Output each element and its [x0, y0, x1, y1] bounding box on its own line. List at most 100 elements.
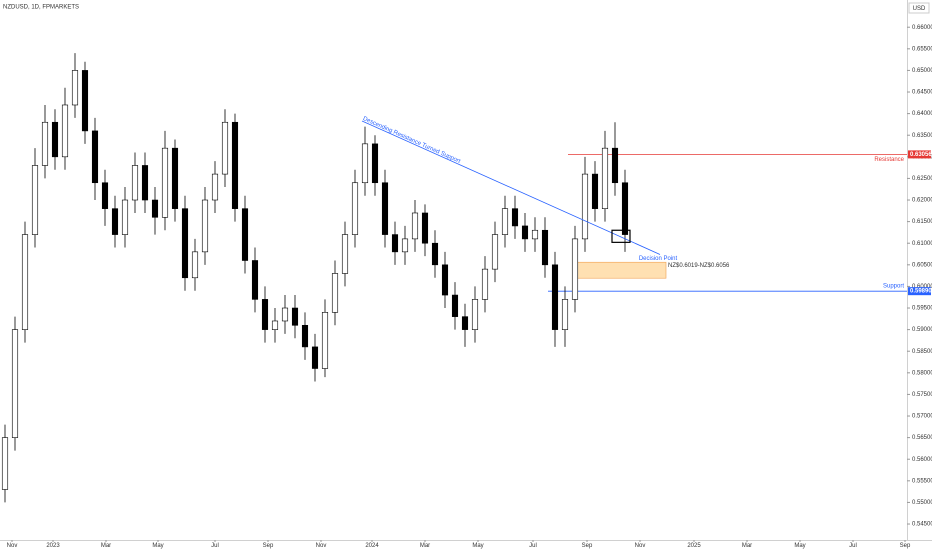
- candle-body: [131, 165, 139, 201]
- y-tick-label: 0.60000: [912, 284, 932, 290]
- candle-body: [211, 173, 219, 201]
- candle-body: [81, 70, 89, 132]
- y-tick-label: 0.57500: [912, 392, 932, 398]
- candle-body: [461, 316, 469, 330]
- zone: [572, 261, 667, 279]
- y-tick-label: 0.54500: [912, 522, 932, 528]
- support-price: 0.59890: [910, 289, 932, 295]
- candle-body: [451, 294, 459, 317]
- candle-body: [221, 121, 229, 175]
- y-tick-label: 0.59000: [912, 327, 932, 333]
- resistance-label: Resistance: [874, 157, 904, 163]
- candle-body: [561, 299, 569, 330]
- candle-body: [341, 234, 349, 274]
- y-tick-label: 0.55500: [912, 478, 932, 484]
- candle-body: [61, 104, 69, 158]
- y-tick-label: 0.60500: [912, 262, 932, 268]
- x-tick-label: May: [152, 543, 163, 549]
- resistance-price: 0.63056: [910, 152, 932, 158]
- x-tick-label: Nov: [7, 543, 18, 549]
- x-tick-label: Nov: [316, 543, 327, 549]
- candle-body: [181, 208, 189, 279]
- x-tick-label: Jul: [529, 543, 537, 549]
- candle-body: [11, 329, 19, 438]
- y-tick-label: 0.59500: [912, 306, 932, 312]
- candle-body: [351, 182, 359, 235]
- y-tick-label: 0.61000: [912, 241, 932, 247]
- candle-body: [331, 273, 339, 313]
- y-tick-label: 0.58000: [912, 370, 932, 376]
- support-label: Support: [883, 284, 904, 290]
- candle-body: [521, 225, 529, 240]
- candle-body: [441, 264, 449, 296]
- candle-body: [401, 238, 409, 253]
- x-tick-label: Sep: [263, 543, 274, 549]
- y-tick-label: 0.58500: [912, 349, 932, 355]
- candle-body: [161, 147, 169, 218]
- candle-body: [361, 143, 369, 184]
- candle-body: [231, 121, 239, 209]
- candle-body: [141, 165, 149, 201]
- candle-body: [491, 234, 499, 270]
- x-tick-label: May: [472, 543, 483, 549]
- y-tick-label: 0.65500: [912, 46, 932, 52]
- candle-body: [411, 212, 419, 240]
- candle-body: [21, 234, 29, 330]
- candle-body: [541, 229, 549, 266]
- currency: USD: [913, 6, 926, 12]
- x-tick-label: Mar: [420, 543, 430, 549]
- resistance-badge: [908, 150, 931, 159]
- x-tick-label: Sep: [900, 543, 911, 549]
- decision-box: [611, 229, 631, 243]
- currency-box: [908, 2, 930, 14]
- candle-body: [241, 208, 249, 261]
- candle-body: [171, 147, 179, 209]
- candle-body: [271, 320, 279, 330]
- y-tick-label: 0.55000: [912, 500, 932, 506]
- candle-body: [621, 182, 629, 235]
- candle-body: [291, 307, 299, 326]
- candle-body: [581, 173, 589, 240]
- x-tick-label: Mar: [101, 543, 111, 549]
- x-tick-label: 2024: [365, 543, 379, 549]
- candle-body: [251, 260, 259, 300]
- candle-body: [41, 121, 49, 166]
- candle-body: [611, 147, 619, 184]
- candle-body: [471, 299, 479, 330]
- candle-body: [101, 182, 109, 209]
- y-tick-label: 0.57000: [912, 414, 932, 420]
- candle-body: [371, 143, 379, 184]
- x-tick-label: May: [794, 543, 805, 549]
- candle-body: [551, 264, 559, 330]
- y-tick-label: 0.62000: [912, 198, 932, 204]
- zone-label: NZ$0.6019-NZ$0.6056: [668, 263, 730, 269]
- candle-body: [591, 173, 599, 209]
- candle-body: [191, 251, 199, 279]
- candle-body: [91, 130, 99, 184]
- decision-label: Decision Point: [639, 256, 678, 262]
- x-tick-label: 2023: [46, 543, 60, 549]
- candle-body: [601, 147, 609, 209]
- x-tick-label: Jul: [849, 543, 857, 549]
- candle-body: [281, 307, 289, 322]
- candle-body: [511, 208, 519, 227]
- candle-body: [531, 229, 539, 240]
- x-tick-label: Jul: [211, 543, 219, 549]
- candle-body: [51, 121, 59, 158]
- candle-body: [501, 208, 509, 235]
- x-tick-label: Nov: [635, 543, 646, 549]
- x-tick-label: Sep: [582, 543, 593, 549]
- y-tick-label: 0.61500: [912, 219, 932, 225]
- candle-body: [311, 346, 319, 369]
- candle-body: [571, 238, 579, 300]
- y-tick-label: 0.56000: [912, 457, 932, 463]
- y-tick-label: 0.64500: [912, 90, 932, 96]
- y-tick-label: 0.64000: [912, 111, 932, 117]
- candle-body: [71, 70, 79, 106]
- y-tick-label: 0.56500: [912, 435, 932, 441]
- candle-body: [121, 199, 129, 235]
- candle-body: [431, 242, 439, 266]
- candle-body: [261, 299, 269, 330]
